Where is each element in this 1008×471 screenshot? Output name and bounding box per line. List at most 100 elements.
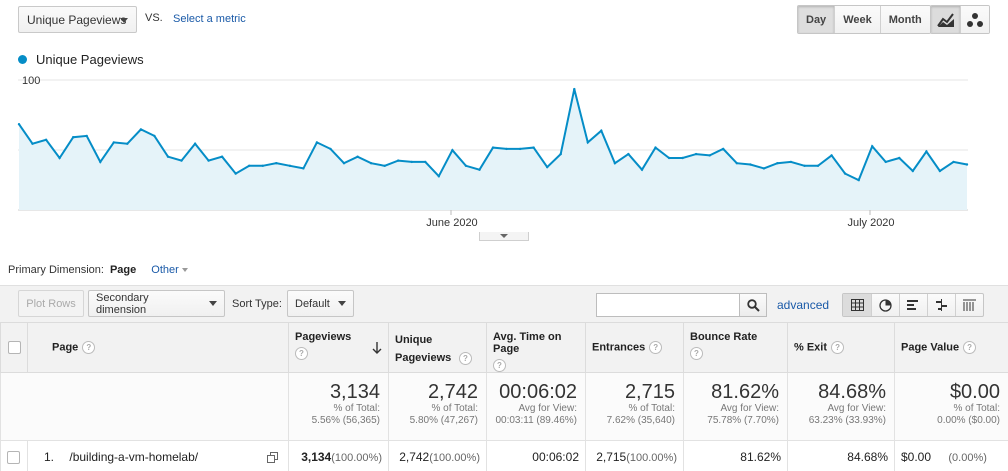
period-week-button[interactable]: Week [834, 6, 880, 33]
data-point[interactable] [383, 164, 386, 167]
data-point[interactable] [356, 155, 359, 158]
data-point[interactable] [180, 159, 183, 162]
data-point[interactable] [600, 129, 603, 132]
data-point[interactable] [99, 160, 102, 164]
row-checkbox[interactable] [7, 450, 20, 464]
data-point[interactable] [925, 150, 928, 153]
row-page-link[interactable]: /building-a-vm-homelab/ [69, 450, 199, 464]
select-all-checkbox[interactable] [8, 341, 21, 354]
data-point[interactable] [220, 155, 224, 158]
data-point[interactable] [654, 146, 657, 149]
table-search-input[interactable] [596, 293, 740, 317]
open-page-icon[interactable] [267, 452, 278, 463]
data-table-view-button[interactable] [843, 294, 871, 316]
data-point[interactable] [532, 146, 535, 149]
data-point[interactable] [437, 175, 440, 178]
data-point[interactable] [491, 146, 495, 149]
data-point[interactable] [586, 141, 589, 144]
data-point[interactable] [884, 160, 887, 164]
data-point[interactable] [126, 142, 129, 145]
data-point[interactable] [938, 169, 942, 173]
metric-select[interactable]: Unique Pageviews [18, 6, 137, 33]
data-point[interactable] [681, 156, 684, 160]
dimension-other[interactable]: Other [151, 264, 179, 276]
data-point[interactable] [694, 152, 698, 156]
data-point[interactable] [329, 147, 332, 151]
header-page-value[interactable]: Page Value? [894, 322, 1008, 373]
data-point[interactable] [830, 154, 833, 157]
select-metric-link[interactable]: Select a metric [173, 13, 246, 25]
performance-view-button[interactable] [899, 294, 927, 316]
help-icon[interactable]: ? [649, 341, 663, 354]
dimension-page[interactable]: Page [109, 264, 137, 276]
data-point[interactable] [546, 165, 549, 169]
data-point[interactable] [369, 162, 373, 165]
data-point[interactable] [302, 167, 305, 170]
help-icon[interactable]: ? [493, 359, 506, 372]
data-point[interactable] [667, 156, 671, 160]
data-point[interactable] [261, 164, 264, 167]
data-point[interactable] [505, 147, 508, 151]
data-point[interactable] [478, 168, 481, 171]
data-point[interactable] [911, 169, 914, 173]
header-page[interactable]: Page? [27, 322, 289, 373]
advanced-filter-link[interactable]: advanced [777, 298, 830, 312]
line-chart-button[interactable] [931, 6, 960, 33]
data-point[interactable] [871, 145, 874, 148]
chart-collapse-toggle[interactable] [479, 232, 529, 241]
data-point[interactable] [424, 160, 427, 164]
secondary-dimension-select[interactable]: Secondary dimension [88, 290, 225, 317]
header-unique-pageviews[interactable]: Unique Pageviews? [388, 322, 487, 373]
data-point[interactable] [410, 160, 413, 164]
period-month-button[interactable]: Month [879, 6, 930, 33]
data-point[interactable] [857, 178, 860, 182]
data-point[interactable] [17, 123, 21, 126]
header-entrances[interactable]: Entrances? [585, 322, 684, 373]
data-point[interactable] [722, 147, 725, 151]
data-point[interactable] [464, 164, 468, 167]
plot-rows-button[interactable]: Plot Rows [18, 290, 84, 317]
data-point[interactable] [898, 156, 901, 160]
data-point[interactable] [749, 163, 752, 166]
header-bounce-rate[interactable]: Bounce Rate ? [683, 322, 788, 373]
data-point[interactable] [112, 141, 116, 144]
data-point[interactable] [789, 160, 793, 164]
data-point[interactable] [451, 149, 454, 152]
pivot-view-button[interactable] [955, 294, 983, 316]
table-search-button[interactable] [740, 293, 767, 317]
help-icon[interactable]: ? [690, 347, 703, 360]
data-point[interactable] [139, 128, 143, 131]
data-point[interactable] [803, 164, 806, 167]
data-point[interactable] [342, 162, 346, 165]
percentage-view-button[interactable] [871, 294, 899, 316]
data-point[interactable] [627, 152, 630, 156]
help-icon[interactable]: ? [963, 341, 977, 354]
data-point[interactable] [207, 159, 210, 162]
data-point[interactable] [573, 87, 576, 91]
data-point[interactable] [397, 159, 400, 162]
comparison-view-button[interactable] [927, 294, 955, 316]
data-point[interactable] [275, 162, 278, 165]
data-point[interactable] [234, 172, 237, 175]
data-point[interactable] [965, 163, 969, 166]
data-point[interactable] [72, 136, 75, 139]
data-point[interactable] [153, 134, 156, 138]
header-avg-time-on-page[interactable]: Avg. Time on Page ? [486, 322, 586, 373]
data-point[interactable] [952, 160, 955, 164]
data-point[interactable] [613, 162, 617, 165]
data-point[interactable] [166, 155, 170, 158]
data-point[interactable] [816, 164, 820, 167]
data-point[interactable] [708, 154, 711, 157]
data-point[interactable] [735, 162, 738, 165]
data-point[interactable] [44, 138, 48, 141]
sort-type-select[interactable]: Default [287, 290, 354, 317]
period-day-button[interactable]: Day [798, 6, 835, 33]
data-point[interactable] [58, 156, 61, 160]
data-point[interactable] [248, 164, 251, 167]
data-point[interactable] [776, 162, 779, 165]
help-icon[interactable]: ? [459, 351, 472, 365]
help-icon[interactable]: ? [831, 341, 845, 354]
motion-chart-button[interactable] [960, 6, 989, 33]
header-pageviews[interactable]: Pageviews ? [288, 322, 389, 373]
data-point[interactable] [315, 141, 319, 144]
